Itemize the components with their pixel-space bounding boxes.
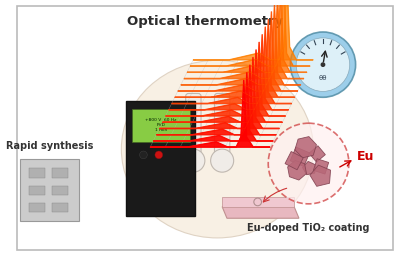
Circle shape (321, 62, 325, 67)
Text: Optical thermometry: Optical thermometry (127, 15, 283, 28)
Polygon shape (222, 197, 294, 207)
Polygon shape (193, 0, 313, 60)
Polygon shape (190, 0, 310, 66)
Circle shape (139, 151, 147, 159)
Polygon shape (156, 65, 276, 135)
Polygon shape (178, 12, 298, 91)
Ellipse shape (121, 60, 313, 238)
Text: Rapid synthesis: Rapid synthesis (6, 141, 93, 151)
FancyBboxPatch shape (132, 109, 190, 142)
FancyBboxPatch shape (29, 203, 45, 212)
Circle shape (268, 123, 349, 204)
FancyBboxPatch shape (214, 93, 230, 157)
Polygon shape (150, 80, 270, 147)
FancyBboxPatch shape (52, 168, 68, 178)
Text: Eu: Eu (357, 150, 374, 163)
Polygon shape (159, 57, 279, 129)
FancyBboxPatch shape (126, 101, 195, 216)
FancyBboxPatch shape (52, 186, 68, 195)
Polygon shape (165, 42, 286, 116)
Polygon shape (153, 72, 273, 141)
Polygon shape (181, 4, 301, 85)
Circle shape (182, 149, 205, 172)
FancyBboxPatch shape (29, 186, 45, 195)
Polygon shape (222, 207, 299, 218)
FancyBboxPatch shape (29, 168, 45, 178)
Polygon shape (172, 27, 292, 103)
Polygon shape (169, 34, 288, 110)
Text: θθ: θθ (319, 75, 327, 81)
Circle shape (155, 151, 163, 159)
Polygon shape (175, 19, 295, 97)
Polygon shape (162, 50, 282, 122)
Circle shape (296, 38, 350, 91)
Polygon shape (184, 0, 304, 79)
Circle shape (211, 149, 234, 172)
FancyBboxPatch shape (20, 159, 79, 221)
Text: +800 V  60 Hz
PVD
1 min: +800 V 60 Hz PVD 1 min (145, 118, 177, 132)
FancyBboxPatch shape (186, 93, 201, 157)
Text: Eu-doped TiO₂ coating: Eu-doped TiO₂ coating (247, 223, 370, 233)
FancyBboxPatch shape (52, 203, 68, 212)
Polygon shape (187, 0, 307, 72)
Circle shape (290, 32, 356, 97)
